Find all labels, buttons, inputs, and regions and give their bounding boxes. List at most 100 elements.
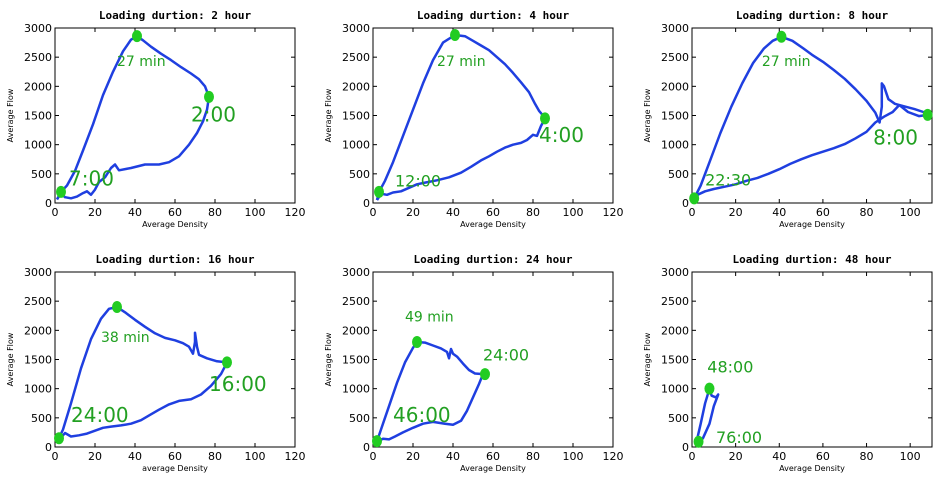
- time-marker: [222, 356, 232, 369]
- y-tick-label: 1000: [661, 383, 689, 396]
- x-axis-label: Average Density: [460, 220, 526, 229]
- x-tick-label: 80: [208, 206, 222, 219]
- y-tick-label: 3000: [24, 22, 52, 35]
- x-tick-label: 60: [168, 450, 182, 463]
- x-tick-label: 20: [406, 206, 420, 219]
- x-tick-label: 120: [603, 206, 624, 219]
- time-marker: [132, 30, 142, 43]
- y-tick-label: 0: [363, 197, 370, 210]
- x-tick-label: 60: [168, 206, 182, 219]
- time-annotation: 24:00: [71, 403, 129, 427]
- x-tick-label: 120: [285, 206, 306, 219]
- y-tick-label: 2000: [24, 80, 52, 93]
- time-marker: [480, 368, 490, 381]
- x-tick-label: 60: [816, 206, 830, 219]
- chart-title: Loading durtion: 24 hour: [414, 253, 573, 266]
- x-tick-label: 40: [772, 450, 786, 463]
- x-tick-label: 100: [900, 206, 921, 219]
- x-tick-label: 0: [689, 206, 696, 219]
- y-tick-label: 1000: [342, 383, 370, 396]
- x-tick-label: 80: [208, 450, 222, 463]
- time-annotation: 2:00: [191, 102, 236, 126]
- x-tick-label: 0: [370, 450, 377, 463]
- time-marker: [374, 185, 384, 198]
- time-annotation: 49 min: [405, 310, 454, 326]
- y-axis-label: Average Flow: [324, 88, 333, 142]
- time-annotation: 4:00: [539, 123, 584, 147]
- y-tick-label: 2500: [24, 51, 52, 64]
- x-tick-label: 80: [526, 206, 540, 219]
- time-annotation: 12:00: [395, 172, 441, 191]
- y-tick-label: 1500: [24, 110, 52, 123]
- chart-title: Loading durtion: 4 hour: [417, 9, 570, 22]
- time-marker: [204, 90, 214, 103]
- x-tick-label: 0: [52, 206, 59, 219]
- x-tick-label: 0: [52, 450, 59, 463]
- y-tick-label: 500: [349, 168, 370, 181]
- time-marker: [112, 301, 122, 313]
- time-annotation: 76:00: [716, 428, 762, 447]
- x-axis-label: Average Density: [142, 220, 208, 229]
- x-tick-label: 20: [88, 450, 102, 463]
- y-tick-label: 500: [668, 168, 689, 181]
- x-tick-label: 60: [816, 450, 830, 463]
- y-tick-label: 3000: [342, 22, 370, 35]
- x-tick-label: 40: [128, 206, 142, 219]
- x-tick-label: 80: [860, 450, 874, 463]
- time-marker: [776, 30, 787, 43]
- x-tick-label: 40: [446, 206, 460, 219]
- y-tick-label: 500: [31, 168, 52, 181]
- y-tick-label: 2000: [661, 324, 689, 337]
- y-tick-label: 3000: [661, 22, 689, 35]
- y-tick-label: 1500: [661, 110, 689, 123]
- x-tick-label: 80: [526, 450, 540, 463]
- y-tick-label: 500: [31, 412, 52, 425]
- time-annotation: 8:00: [873, 126, 918, 150]
- x-axis-label: average Density: [142, 464, 208, 473]
- chart-panel-1: Loading durtion: 2 hour 0 20 40 60 80 100 120 0 5…: [6, 9, 306, 229]
- y-tick-label: 1000: [661, 139, 689, 152]
- time-marker: [693, 435, 704, 448]
- y-axis-label: Average Flow: [324, 332, 333, 386]
- y-tick-label: 2500: [661, 51, 689, 64]
- y-tick-label: 0: [682, 441, 689, 454]
- time-annotation: 7:00: [69, 167, 114, 191]
- x-tick-label: 100: [900, 450, 921, 463]
- x-tick-label: 60: [486, 450, 500, 463]
- x-axis-label: Average Density: [779, 464, 845, 473]
- y-tick-label: 1500: [24, 354, 52, 367]
- time-annotation: 46:00: [393, 403, 451, 427]
- y-tick-label: 2500: [24, 295, 52, 308]
- y-tick-label: 3000: [342, 266, 370, 279]
- chart-panel-4: Loading durtion: 16 hour 0 20 40 60 80 100 120 0…: [6, 253, 306, 473]
- y-tick-label: 500: [668, 412, 689, 425]
- y-tick-label: 1500: [342, 110, 370, 123]
- chart-title: Loading durtion: 48 hour: [733, 253, 892, 266]
- time-marker: [689, 192, 700, 205]
- chart-title: Loading durtion: 2 hour: [99, 9, 252, 22]
- x-tick-label: 100: [563, 450, 584, 463]
- series-line: [55, 34, 211, 201]
- x-tick-label: 120: [603, 450, 624, 463]
- y-tick-label: 2000: [661, 80, 689, 93]
- y-tick-label: 3000: [661, 266, 689, 279]
- x-tick-label: 120: [285, 450, 306, 463]
- y-tick-label: 1000: [24, 139, 52, 152]
- time-marker: [412, 336, 422, 348]
- y-tick-label: 1500: [342, 354, 370, 367]
- y-tick-label: 2000: [24, 324, 52, 337]
- chart-title: Loading durtion: 8 hour: [736, 9, 889, 22]
- y-axis-label: Average Flow: [6, 88, 15, 142]
- x-tick-label: 80: [860, 206, 874, 219]
- x-tick-label: 100: [245, 450, 266, 463]
- y-tick-label: 0: [682, 197, 689, 210]
- x-tick-label: 40: [128, 450, 142, 463]
- x-tick-label: 100: [563, 206, 584, 219]
- time-annotation: 27 min: [437, 54, 486, 70]
- y-tick-label: 3000: [24, 266, 52, 279]
- time-annotation: 16:00: [209, 372, 267, 396]
- time-annotation: 48:00: [707, 357, 753, 376]
- x-tick-label: 60: [486, 206, 500, 219]
